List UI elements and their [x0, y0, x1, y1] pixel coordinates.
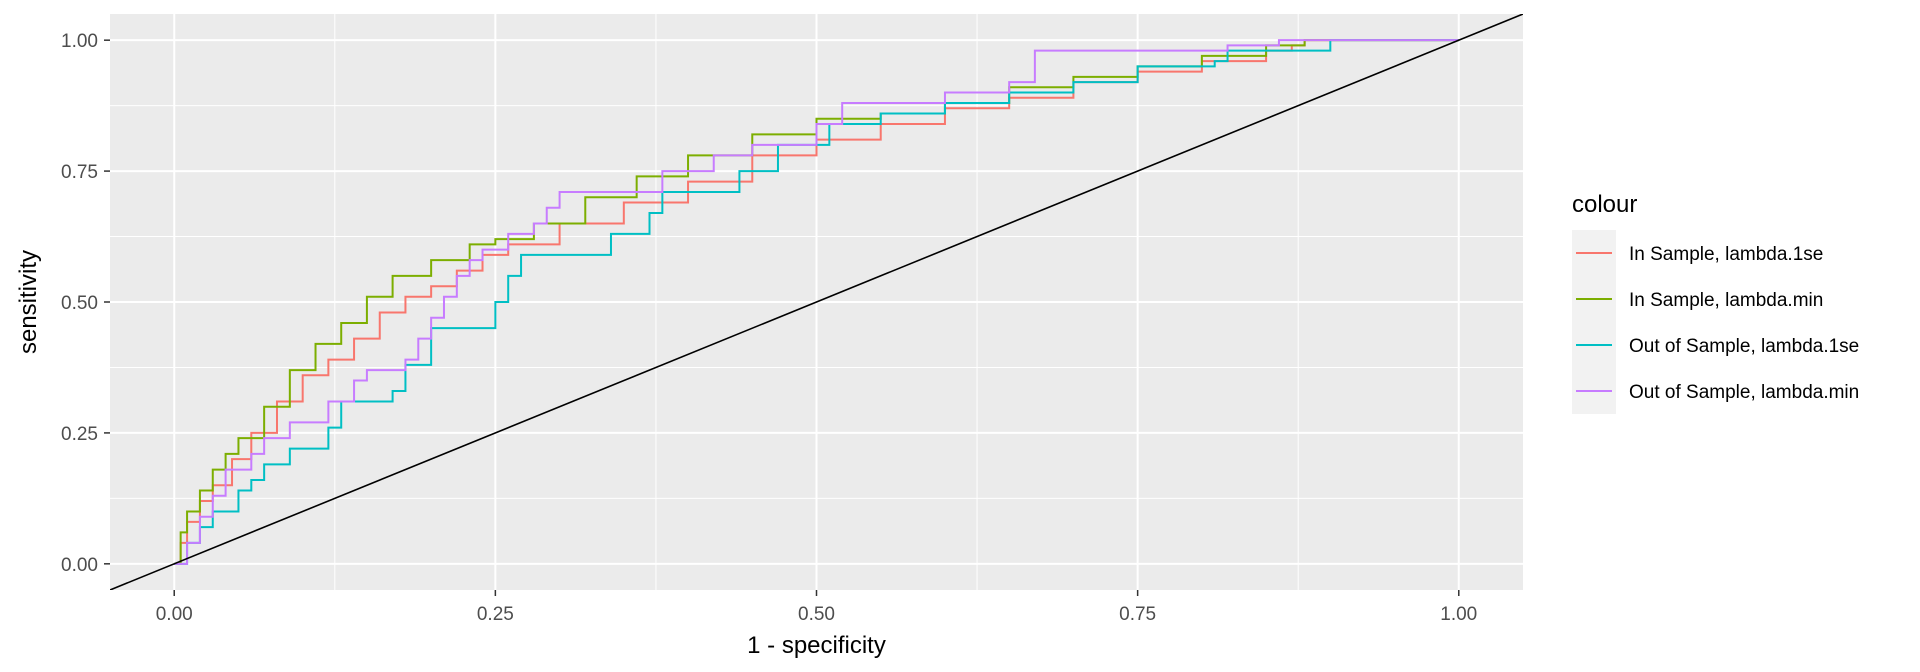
y-tick-label: 0.25: [61, 424, 98, 445]
series-line-2: [174, 39, 1459, 565]
y-tick-label: 0.00: [61, 555, 98, 576]
legend-entry-label: Out of Sample, lambda.1se: [1629, 336, 1859, 357]
series-line-3: [174, 39, 1459, 565]
x-tick-label: 1.00: [1440, 604, 1477, 625]
legend-entry-label: In Sample, lambda.1se: [1629, 244, 1823, 265]
y-axis: 0.00 0.25 0.50 0.75 1.00: [61, 31, 110, 576]
legend-entry-label: Out of Sample, lambda.min: [1629, 382, 1859, 403]
x-axis-title: 1 - specificity: [747, 632, 886, 659]
reference-diagonal-line: [110, 14, 1523, 590]
x-tick-label: 0.50: [798, 604, 835, 625]
x-tick-label: 0.25: [477, 604, 514, 625]
x-axis: 0.00 0.25 0.50 0.75 1.00: [156, 590, 1477, 625]
x-tick-label: 0.00: [156, 604, 193, 625]
y-tick-label: 1.00: [61, 31, 98, 52]
y-axis-title: sensitivity: [15, 250, 42, 354]
legend-key-background: [1572, 230, 1616, 414]
y-tick-label: 0.50: [61, 293, 98, 314]
x-tick-label: 0.75: [1119, 604, 1156, 625]
legend-entry-label: In Sample, lambda.min: [1629, 290, 1823, 311]
legend-title: colour: [1572, 191, 1637, 218]
legend-items: In Sample, lambda.1se In Sample, lambda.m…: [1576, 244, 1859, 403]
y-tick-label: 0.75: [61, 162, 98, 183]
series-layer: [110, 14, 1523, 590]
